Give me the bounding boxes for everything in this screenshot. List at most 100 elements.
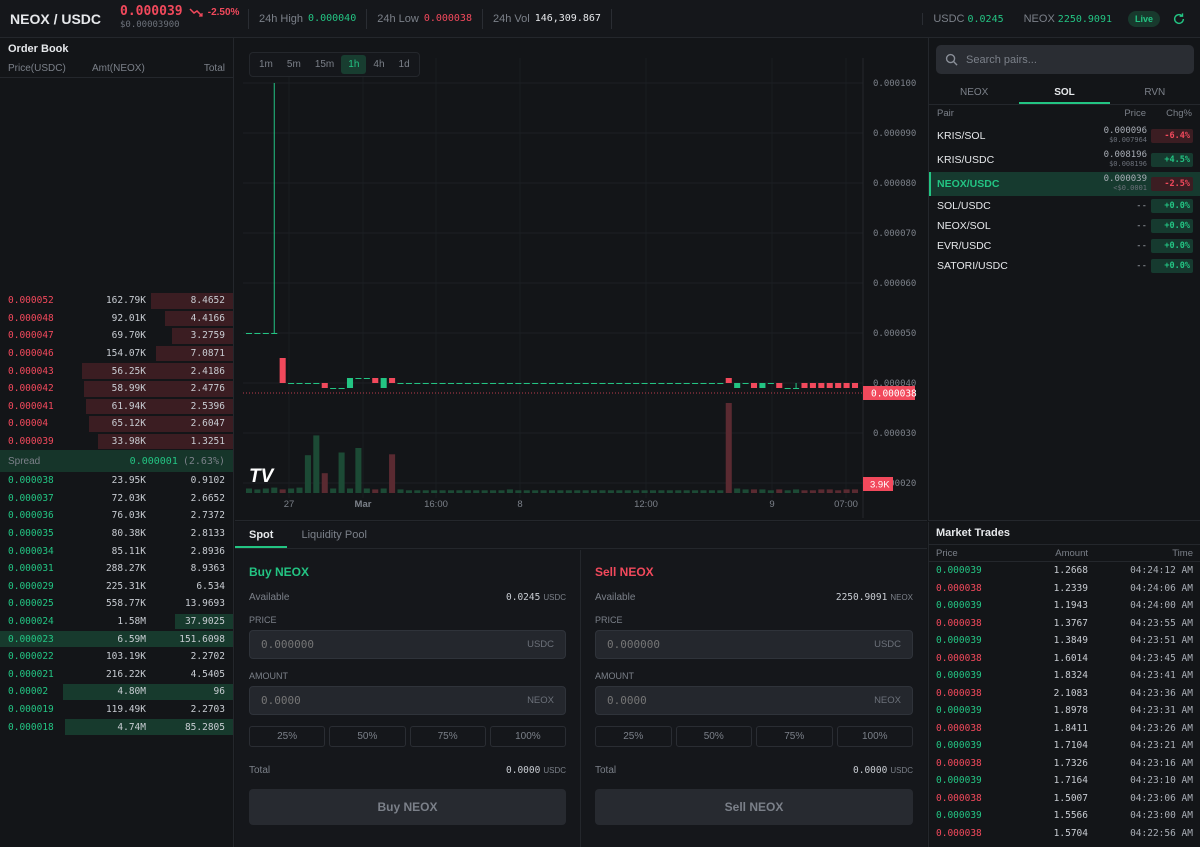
ask-row[interactable]: 0.000048 92.01K 4.4166: [0, 310, 233, 328]
order-total: 2.4776: [190, 383, 225, 395]
sell-price-input[interactable]: [607, 638, 875, 651]
volume-bar: [473, 490, 480, 493]
price-chart[interactable]: 0.000100 0.000090 0.000080 0.000070 0.000060…: [235, 38, 927, 521]
ask-row[interactable]: 0.000042 58.99K 2.4776: [0, 380, 233, 398]
tab-spot[interactable]: Spot: [235, 522, 288, 548]
stat-24h-vol: 24h Vol 146,309.867: [481, 8, 612, 29]
pct-75-button[interactable]: 75%: [409, 726, 486, 747]
timeframe-1m[interactable]: 1m: [259, 59, 273, 70]
candle-body: [288, 383, 295, 384]
ask-row[interactable]: 0.000052 162.79K 8.4652: [0, 292, 233, 310]
buy-button[interactable]: Buy NEOX: [249, 789, 566, 825]
candle-body: [767, 383, 774, 384]
bid-row[interactable]: 0.000022 103.19K 2.2702: [0, 648, 233, 666]
ask-row[interactable]: 0.000047 69.70K 3.2759: [0, 327, 233, 345]
trade-amount: 1.8324: [1053, 670, 1088, 682]
order-book: Order Book Price(USDC) Amt(NEOX) Total 0…: [0, 38, 234, 847]
sell-button[interactable]: Sell NEOX: [595, 789, 913, 825]
pct-25-button[interactable]: 25%: [595, 726, 672, 747]
bid-row[interactable]: 0.000018 4.74M 85.2805: [0, 718, 233, 736]
pct-25-button[interactable]: 25%: [249, 726, 326, 747]
bid-row[interactable]: 0.000038 23.95K 0.9102: [0, 472, 233, 490]
bid-row[interactable]: 0.000035 80.38K 2.8133: [0, 525, 233, 543]
order-total: 6.534: [196, 580, 225, 592]
volume-bar: [565, 490, 572, 493]
sell-amount-input[interactable]: [607, 694, 875, 707]
tab-sol[interactable]: SOL: [1019, 82, 1110, 104]
ask-row[interactable]: 0.000046 154.07K 7.0871: [0, 345, 233, 363]
bid-row[interactable]: 0.000023 6.59M 151.6098: [0, 630, 233, 648]
tab-liquidity-pool[interactable]: Liquidity Pool: [301, 529, 367, 541]
trade-row: 0.000038 1.3767 04:23:55 AM: [929, 615, 1200, 633]
volume-bar: [835, 490, 842, 493]
depth-bar: [156, 345, 233, 362]
bid-row[interactable]: 0.000034 85.11K 2.8936: [0, 542, 233, 560]
volume-bar: [809, 490, 816, 493]
search-input[interactable]: [966, 53, 1185, 66]
candle-body: [254, 333, 261, 334]
pair-row[interactable]: KRIS/USDC 0.008196 $0.008196 +4.5%: [929, 148, 1200, 172]
search-box: [936, 45, 1194, 74]
pct-50-button[interactable]: 50%: [329, 726, 406, 747]
volume-bar: [380, 488, 387, 493]
volume-bar: [818, 489, 825, 493]
chart-canvas[interactable]: 0.000100 0.000090 0.000080 0.000070 0.000060…: [235, 38, 927, 521]
volume-bar: [439, 490, 446, 493]
pair-row[interactable]: KRIS/SOL 0.000096 $0.007964 -6.4%: [929, 124, 1200, 148]
candle-body: [776, 383, 783, 388]
pair-row[interactable]: SATORI/USDC -- +0.0%: [929, 256, 1200, 276]
market-trades: Market Trades Price Amount Time 0.000039…: [928, 522, 1200, 847]
bid-row[interactable]: 0.000019 119.49K 2.2703: [0, 701, 233, 719]
pair-row[interactable]: NEOX/USDC 0.000039 <$0.0001 -2.5%: [929, 172, 1200, 196]
timeframe-1d[interactable]: 1d: [398, 59, 410, 70]
y-tick-label: 0.000040: [873, 379, 916, 389]
timeframe-4h[interactable]: 4h: [373, 59, 385, 70]
bid-row[interactable]: 0.000024 1.58M 37.9025: [0, 613, 233, 631]
order-price: 0.000021: [8, 668, 54, 680]
refresh-icon[interactable]: [1172, 12, 1186, 26]
trade-row: 0.000038 1.8411 04:23:26 AM: [929, 720, 1200, 738]
spread-percent: (2.63%): [182, 455, 225, 467]
timeframe-15m[interactable]: 15m: [314, 59, 335, 70]
bid-row[interactable]: 0.000029 225.31K 6.534: [0, 578, 233, 596]
pair-row[interactable]: EVR/USDC -- +0.0%: [929, 236, 1200, 256]
trade-time: 04:23:06 AM: [1130, 792, 1193, 804]
volume-bar: [346, 488, 354, 493]
pair-row[interactable]: NEOX/SOL -- +0.0%: [929, 216, 1200, 236]
bid-row[interactable]: 0.000021 216.22K 4.5405: [0, 666, 233, 684]
pct-100-button[interactable]: 100%: [836, 726, 913, 747]
bid-row[interactable]: 0.00002 4.80M 96: [0, 683, 233, 701]
trade-row: 0.000039 1.8978 04:23:31 AM: [929, 702, 1200, 720]
buy-amount-field: NEOX: [249, 686, 566, 715]
ask-row[interactable]: 0.000041 61.94K 2.5396: [0, 398, 233, 416]
pair-row[interactable]: SOL/USDC -- +0.0%: [929, 196, 1200, 216]
bid-row[interactable]: 0.000037 72.03K 2.6652: [0, 490, 233, 508]
ask-row[interactable]: 0.000039 33.98K 1.3251: [0, 433, 233, 451]
ask-row[interactable]: 0.00004 65.12K 2.6047: [0, 415, 233, 433]
buy-price-input[interactable]: [261, 638, 528, 651]
ask-row[interactable]: 0.000043 56.25K 2.4186: [0, 362, 233, 380]
trades-list: 0.000039 1.2668 04:24:12 AM 0.000038 1.2339 0…: [929, 562, 1200, 842]
timeframe-5m[interactable]: 5m: [286, 59, 301, 70]
candle-body: [565, 383, 572, 384]
bid-row[interactable]: 0.000031 288.27K 8.9363: [0, 560, 233, 578]
candle-body: [809, 383, 816, 388]
bid-row[interactable]: 0.000036 76.03K 2.7372: [0, 507, 233, 525]
trade-amount: 1.7326: [1053, 757, 1088, 769]
order-price: 0.000036: [8, 510, 54, 522]
order-price: 0.00002: [8, 686, 49, 698]
pct-100-button[interactable]: 100%: [489, 726, 566, 747]
pct-50-button[interactable]: 50%: [675, 726, 752, 747]
buy-amount-input[interactable]: [261, 694, 528, 707]
trend-down-icon: [189, 8, 203, 17]
candle-body: [784, 388, 791, 389]
tab-neox[interactable]: NEOX: [959, 87, 989, 98]
last-price-tag: [863, 386, 915, 400]
candle-body: [431, 383, 438, 384]
volume-bar: [641, 490, 648, 493]
depth-bar: [0, 631, 233, 647]
tab-rvn[interactable]: RVN: [1144, 87, 1166, 98]
pct-75-button[interactable]: 75%: [756, 726, 833, 747]
timeframe-1h[interactable]: 1h: [341, 55, 367, 74]
bid-row[interactable]: 0.000025 558.77K 13.9693: [0, 595, 233, 613]
